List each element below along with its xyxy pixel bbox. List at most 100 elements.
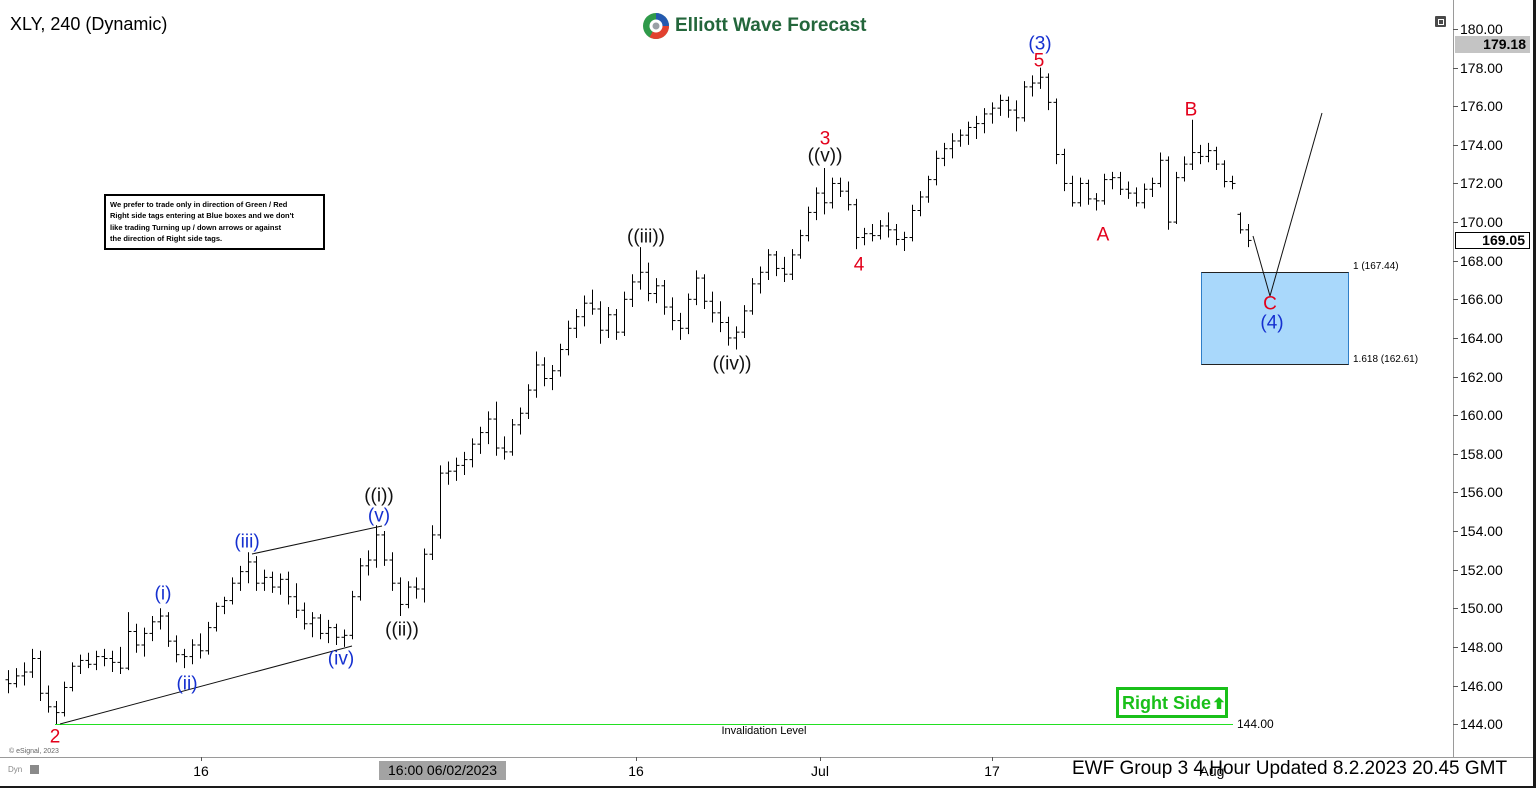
ohlc-bar <box>69 662 76 692</box>
ohlc-bar <box>637 247 644 290</box>
wave-label-4: 4 <box>853 254 865 276</box>
ohlc-bar <box>733 326 740 350</box>
x-tick-mark <box>820 757 821 761</box>
ohlc-bar <box>557 343 564 377</box>
y-tick-label: 154.00 <box>1460 523 1503 539</box>
ohlc-bar <box>613 308 620 340</box>
ohlc-bar <box>565 320 572 356</box>
y-tick-label: 174.00 <box>1460 137 1503 153</box>
x-tick-mark <box>636 757 637 761</box>
ohlc-bar <box>413 577 420 599</box>
ohlc-bar <box>29 648 36 678</box>
invalidation-line <box>55 724 1233 725</box>
ohlc-bar <box>93 650 100 671</box>
y-tick-mark <box>1453 338 1458 339</box>
x-tick-label: Aug <box>1199 763 1225 779</box>
time-axis-line <box>0 757 1533 758</box>
wave-label-minor-ii: ((ii)) <box>385 619 419 641</box>
chart-mode-icon[interactable] <box>30 765 39 774</box>
y-tick-label: 164.00 <box>1460 330 1503 346</box>
ohlc-bar <box>405 581 412 609</box>
window-restore-icon[interactable] <box>1435 16 1446 27</box>
crosshair-time-label: 16:00 06/02/2023 <box>379 761 506 780</box>
note-line: Right side tags entering at Blue boxes a… <box>110 211 294 221</box>
ohlc-bar <box>501 436 508 460</box>
ohlc-bar <box>549 364 556 391</box>
ohlc-bar <box>1061 148 1068 192</box>
ohlc-bar <box>261 569 268 591</box>
ohlc-bar <box>365 550 372 576</box>
ohlc-bar <box>101 648 108 667</box>
ohlc-bar <box>805 206 812 242</box>
wave-label-minute-i: (i) <box>154 583 172 605</box>
x-tick-label: 16 <box>193 763 209 779</box>
ohlc-bar <box>1109 171 1116 190</box>
wave-label-minor-i: ((i)) <box>364 485 394 507</box>
ohlc-bar <box>541 357 548 387</box>
x-tick-label: 17 <box>984 763 1000 779</box>
ohlc-bar <box>709 291 716 323</box>
ohlc-bar <box>781 256 788 282</box>
ohlc-bar <box>989 102 996 124</box>
ohlc-bar <box>181 648 188 669</box>
price-plot[interactable] <box>0 0 1453 757</box>
ohlc-bar <box>653 278 660 304</box>
ohlc-bar <box>333 623 340 645</box>
update-status-text: EWF Group 3 4 Hour Updated 8.2.2023 20.4… <box>1072 758 1508 779</box>
ohlc-bar <box>1221 160 1228 188</box>
ohlc-bar <box>397 577 404 617</box>
wave-label-minor-iv: ((iv)) <box>712 353 752 375</box>
ohlc-bar <box>293 583 300 618</box>
y-tick-mark <box>1453 222 1458 223</box>
y-tick-label: 156.00 <box>1460 484 1503 500</box>
ohlc-bar <box>589 289 596 315</box>
ohlc-bar <box>317 614 324 640</box>
ohlc-bar <box>1229 175 1236 190</box>
chart-mode-label: Dyn <box>8 765 23 774</box>
ohlc-bar <box>197 633 204 659</box>
y-tick-mark <box>1453 570 1458 571</box>
y-tick-mark <box>1453 531 1458 532</box>
y-tick-label: 148.00 <box>1460 639 1503 655</box>
fib-level-1618-label: 1.618 (162.61) <box>1353 354 1419 365</box>
ohlc-bar <box>445 461 452 485</box>
ohlc-bar <box>525 384 532 420</box>
ohlc-bar <box>517 407 524 435</box>
ohlc-bar <box>85 652 92 669</box>
y-tick-mark <box>1453 106 1458 107</box>
ohlc-bar <box>1181 156 1188 182</box>
ohlc-bar <box>21 662 28 686</box>
y-tick-label: 146.00 <box>1460 678 1503 694</box>
brand-name: Elliott Wave Forecast <box>675 15 867 36</box>
ohlc-bar <box>189 639 196 665</box>
ohlc-bar <box>1053 98 1060 165</box>
ohlc-bar <box>133 623 140 653</box>
y-tick-label: 172.00 <box>1460 175 1503 191</box>
ohlc-bar <box>341 629 348 647</box>
ohlc-bar <box>773 251 780 277</box>
ohlc-bar <box>605 307 612 338</box>
ohlc-bar <box>845 181 852 211</box>
ohlc-bar <box>581 295 588 327</box>
trading-note-box: We prefer to trade only in direction of … <box>104 194 325 250</box>
wave-label-minor-v: ((v)) <box>807 145 843 167</box>
ohlc-bar <box>173 635 180 663</box>
note-line: like trading Turning up / down arrows or… <box>110 222 282 232</box>
ohlc-bar <box>477 426 484 454</box>
y-tick-label: 168.00 <box>1460 253 1503 269</box>
ohlc-bar <box>1149 177 1156 197</box>
y-tick-mark <box>1453 377 1458 378</box>
y-tick-label: 144.00 <box>1460 716 1503 732</box>
y-tick-mark <box>1453 29 1458 30</box>
ohlc-bar <box>1021 81 1028 122</box>
ohlc-bar <box>1037 67 1044 89</box>
note-line: the direction of Right side tags. <box>110 233 223 243</box>
y-tick-mark <box>1453 261 1458 262</box>
invalidation-label: Invalidation Level <box>721 725 807 737</box>
ohlc-bar <box>885 212 892 238</box>
ohlc-bar <box>837 177 844 197</box>
ohlc-bar <box>429 525 436 561</box>
ohlc-bar <box>157 608 164 630</box>
y-tick-label: 166.00 <box>1460 291 1503 307</box>
